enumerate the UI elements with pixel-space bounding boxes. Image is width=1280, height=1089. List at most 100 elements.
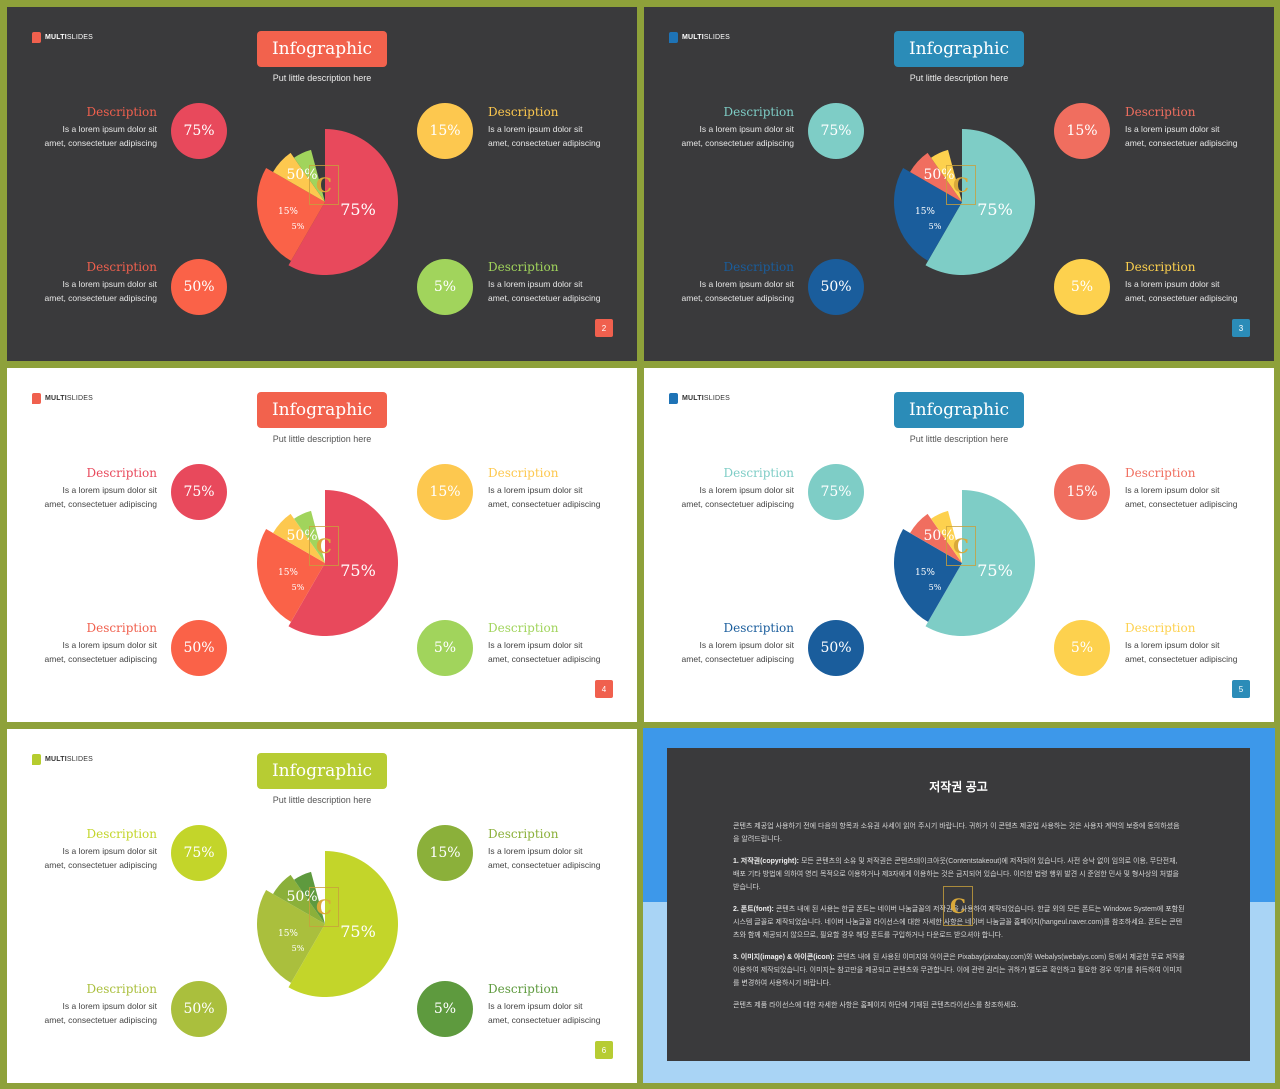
description-line-2: amet, consectetuer adipiscing [488, 860, 601, 870]
description-line-2: amet, consectetuer adipiscing [1125, 499, 1238, 509]
description-line-1: Is a lorem ipsum dolor sit [488, 485, 583, 495]
description-line-1: Is a lorem ipsum dolor sit [699, 279, 794, 289]
description-tl: Description Is a lorem ipsum dolor sit a… [7, 827, 157, 872]
description-line-2: amet, consectetuer adipiscing [488, 654, 601, 664]
slide-title: Infographic [257, 753, 387, 789]
pie-slice-15 [910, 513, 962, 563]
description-line-2: amet, consectetuer adipiscing [681, 654, 794, 664]
pie-label-5: 5% [292, 583, 305, 592]
description-br: Description Is a lorem ipsum dolor sit a… [488, 621, 637, 666]
brand-name-bold: MULTI [45, 395, 67, 402]
pie-chart: 75%50%15%5% [256, 490, 398, 636]
description-line-1: Is a lorem ipsum dolor sit [1125, 640, 1220, 650]
description-bl: Description Is a lorem ipsum dolor sit a… [644, 621, 794, 666]
description-line-1: Is a lorem ipsum dolor sit [1125, 279, 1220, 289]
brand-name-light: SLIDES [66, 395, 93, 402]
description-line-1: Is a lorem ipsum dolor sit [62, 640, 157, 650]
description-line-1: Is a lorem ipsum dolor sit [62, 846, 157, 856]
description-line-1: Is a lorem ipsum dolor sit [62, 279, 157, 289]
pie-slice-50 [893, 529, 962, 622]
pie-slice-50 [256, 168, 325, 261]
description-tr: Description Is a lorem ipsum dolor sit a… [1125, 466, 1274, 511]
description-br: Description Is a lorem ipsum dolor sit a… [488, 982, 637, 1027]
section-1-heading: 1. 저작권(copyright): [733, 858, 799, 865]
pie-label-5: 5% [929, 222, 942, 231]
description-heading: Description [488, 260, 559, 274]
pie-label-15: 15% [278, 207, 298, 217]
description-br: Description Is a lorem ipsum dolor sit a… [488, 260, 637, 305]
description-line-1: Is a lorem ipsum dolor sit [488, 1001, 583, 1011]
infographic-slide-6: MULTI SLIDES Infographic Put little descr… [7, 729, 637, 1083]
copyright-section-3: 3. 이미지(image) & 아이콘(icon): 콘텐츠 내에 된 사용된 … [733, 951, 1185, 990]
pie-label-75: 75% [340, 200, 376, 219]
section-1-body: 모든 콘텐츠의 소유 및 저작권은 콘텐츠테이크아웃(Contentstakeo… [733, 858, 1179, 891]
percent-circle-br: 5% [1054, 259, 1110, 315]
copyright-outro: 콘텐츠 제품 라이선스에 대한 자세한 사항은 홈페이지 하단에 기재된 콘텐츠… [733, 1002, 1019, 1009]
description-bl: Description Is a lorem ipsum dolor sit a… [7, 982, 157, 1027]
pie-slice-15 [910, 152, 962, 202]
description-bl: Description Is a lorem ipsum dolor sit a… [7, 621, 157, 666]
brand-logo: MULTI SLIDES [32, 393, 93, 404]
description-heading: Description [1125, 466, 1196, 480]
brand-name-bold: MULTI [682, 395, 704, 402]
description-bl: Description Is a lorem ipsum dolor sit a… [644, 260, 794, 305]
percent-circle-tl: 75% [171, 464, 227, 520]
description-line-1: Is a lorem ipsum dolor sit [488, 846, 583, 856]
pie-label-5: 5% [292, 944, 305, 953]
description-tr: Description Is a lorem ipsum dolor sit a… [488, 827, 637, 872]
description-line-1: Is a lorem ipsum dolor sit [699, 640, 794, 650]
pie-slice-15 [273, 152, 325, 202]
slide-title: Infographic [894, 392, 1024, 428]
description-line-2: amet, consectetuer adipiscing [488, 138, 601, 148]
percent-circle-bl: 50% [808, 620, 864, 676]
watermark-logo: C [309, 526, 339, 566]
percent-circle-tl: 75% [808, 464, 864, 520]
brand-mark-icon [669, 393, 678, 404]
slide-subtitle: Put little description here [909, 434, 1009, 444]
description-heading: Description [86, 827, 157, 841]
description-line-2: amet, consectetuer adipiscing [488, 1015, 601, 1025]
pie-label-15: 15% [278, 929, 298, 939]
pie-slice-50 [256, 529, 325, 622]
pie-slice-75 [288, 129, 398, 275]
pie-label-15: 15% [915, 207, 935, 217]
watermark-logo: C [946, 165, 976, 205]
pie-chart: 75%50%15%5% [893, 129, 1035, 275]
description-heading: Description [488, 827, 559, 841]
page-number: 6 [595, 1041, 613, 1059]
percent-circle-br: 5% [1054, 620, 1110, 676]
page-number: 4 [595, 680, 613, 698]
description-heading: Description [86, 466, 157, 480]
description-heading: Description [723, 621, 794, 635]
percent-circle-tr: 15% [417, 464, 473, 520]
copyright-title: 저작권 공고 [929, 780, 988, 794]
description-line-2: amet, consectetuer adipiscing [488, 499, 601, 509]
pie-label-75: 75% [977, 561, 1013, 580]
watermark-logo: C [946, 526, 976, 566]
brand-name-bold: MULTI [682, 34, 704, 41]
description-heading: Description [488, 621, 559, 635]
infographic-slide-3: MULTI SLIDES Infographic Put little descr… [644, 7, 1274, 361]
section-2-heading: 2. 폰트(font): [733, 906, 774, 913]
brand-logo: MULTI SLIDES [32, 32, 93, 43]
description-line-1: Is a lorem ipsum dolor sit [1125, 485, 1220, 495]
page-number: 3 [1232, 319, 1250, 337]
slide-subtitle: Put little description here [272, 795, 372, 805]
pie-slice-75 [288, 851, 398, 997]
pie-slice-75 [925, 129, 1035, 275]
percent-circle-tr: 15% [417, 825, 473, 881]
description-tl: Description Is a lorem ipsum dolor sit a… [644, 105, 794, 150]
slide-title: Infographic [894, 31, 1024, 67]
description-line-2: amet, consectetuer adipiscing [681, 138, 794, 148]
percent-circle-bl: 50% [171, 259, 227, 315]
description-heading: Description [488, 982, 559, 996]
brand-mark-icon [32, 754, 41, 765]
percent-circle-bl: 50% [171, 620, 227, 676]
description-heading: Description [86, 982, 157, 996]
percent-circle-tr: 15% [1054, 464, 1110, 520]
watermark-logo: C [943, 886, 973, 926]
description-line-1: Is a lorem ipsum dolor sit [699, 124, 794, 134]
brand-name-bold: MULTI [45, 756, 67, 763]
copyright-intro: 콘텐츠 제공업 사용하기 전에 다음의 항목과 소유권 사세이 읽어 주시기 바… [733, 823, 1180, 843]
description-bl: Description Is a lorem ipsum dolor sit a… [7, 260, 157, 305]
